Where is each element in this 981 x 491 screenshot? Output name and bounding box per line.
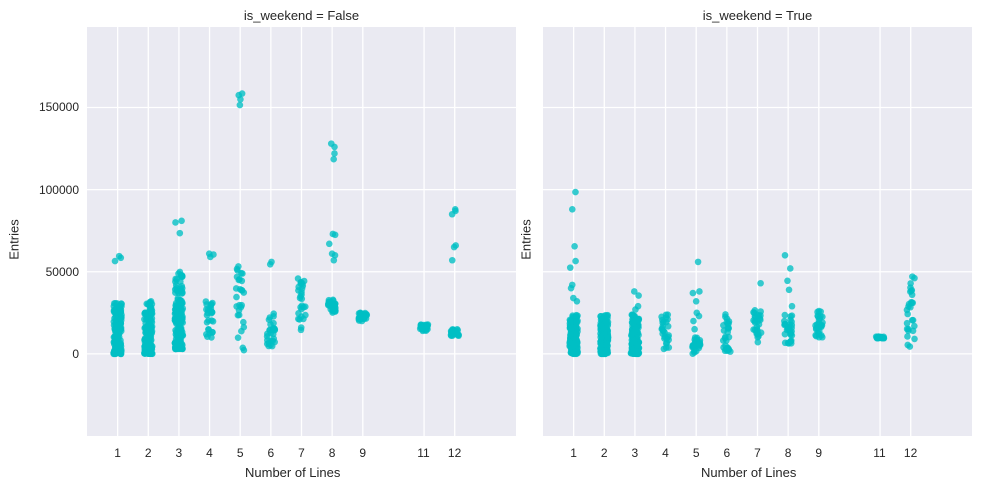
x-tick-label: 8 <box>328 446 336 460</box>
x-tick-label: 1 <box>114 446 121 460</box>
y-tick-label: 0 <box>72 346 79 361</box>
x-tick-label: 5 <box>692 446 700 460</box>
x-axis-label-weekday: Number of Lines <box>245 465 341 480</box>
y-tick-label: 150000 <box>38 100 79 115</box>
x-tick-label: 2 <box>144 446 152 460</box>
x-tick-label: 7 <box>754 446 761 460</box>
x-tick-label: 5 <box>236 446 244 460</box>
y-tick-label: 100000 <box>38 182 79 197</box>
x-tick-label: 11 <box>873 446 886 460</box>
y-axis-label-weekend: Entries <box>518 219 534 260</box>
x-tick-label: 7 <box>298 446 305 460</box>
x-tick-label: 9 <box>359 446 367 460</box>
x-tick-label: 3 <box>631 446 639 460</box>
x-tick-label: 4 <box>662 446 669 460</box>
x-tick-label: 3 <box>175 446 183 460</box>
x-tick-label: 6 <box>267 446 275 460</box>
x-tick-label: 9 <box>815 446 823 460</box>
x-tick-label: 1 <box>570 446 577 460</box>
x-tick-label: 12 <box>903 446 918 460</box>
panel-title-weekend: is_weekend = True <box>702 8 813 23</box>
x-tick-label: 8 <box>784 446 792 460</box>
x-tick-label: 12 <box>447 446 462 460</box>
y-axis-label-weekday: Entries <box>6 219 22 260</box>
x-tick-label: 6 <box>723 446 731 460</box>
y-tick-label: 50000 <box>45 264 79 279</box>
x-tick-label: 11 <box>417 446 430 460</box>
x-tick-label: 4 <box>206 446 213 460</box>
x-tick-label: 2 <box>600 446 608 460</box>
panel-title-weekday: is_weekend = False <box>243 8 360 23</box>
x-axis-label-weekend: Number of Lines <box>701 465 797 480</box>
